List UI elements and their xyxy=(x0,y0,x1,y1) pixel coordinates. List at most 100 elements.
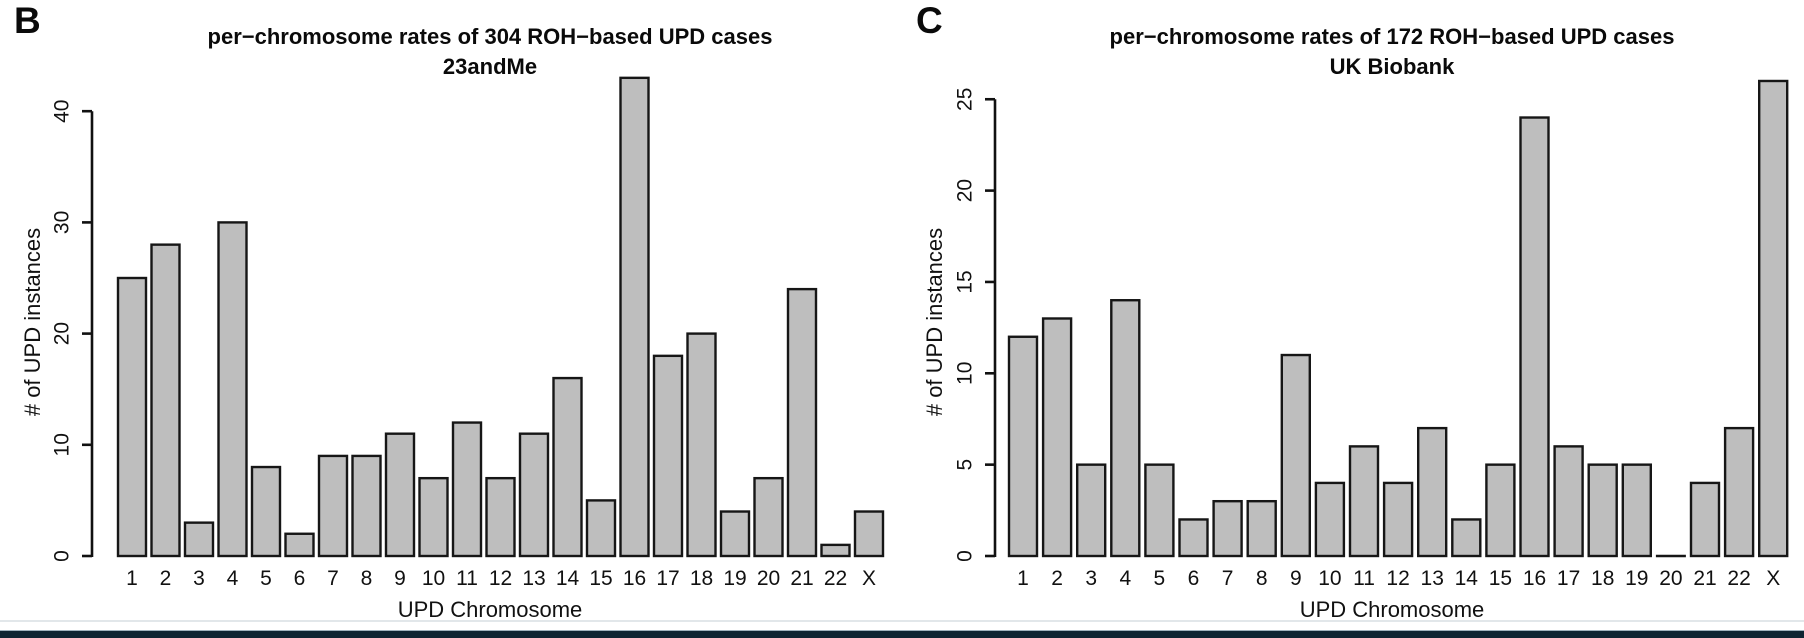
bar-chr15 xyxy=(585,499,617,558)
chart-c-x-axis-title: UPD Chromosome xyxy=(1299,597,1485,622)
x-tick-label-15: 15 xyxy=(1489,567,1512,590)
bar-chr22 xyxy=(1723,426,1755,558)
x-tick-label-22: 22 xyxy=(824,567,847,590)
bar-chr2 xyxy=(1041,317,1073,558)
bar-chr20 xyxy=(753,476,784,558)
chart-b-x-axis-title: UPD Chromosome xyxy=(397,597,583,622)
x-tick-label-X: X xyxy=(1766,567,1780,590)
bar-chr16 xyxy=(1519,116,1550,558)
x-tick-label-20: 20 xyxy=(757,567,780,590)
bar-chr12 xyxy=(485,476,516,558)
bar-chr16 xyxy=(619,76,650,558)
y-tick-label-25: 25 xyxy=(954,88,977,111)
x-tick-label-17: 17 xyxy=(1557,567,1580,590)
bar-chr5 xyxy=(1144,463,1175,558)
bar-chrX xyxy=(853,510,885,558)
x-tick-label-12: 12 xyxy=(489,567,512,590)
x-tick-label-10: 10 xyxy=(422,567,445,590)
bar-chr17 xyxy=(1553,445,1584,558)
chart-c-y-axis-title: # of UPD instances xyxy=(922,227,947,417)
bar-chr17 xyxy=(652,354,684,558)
bar-chr10 xyxy=(1314,481,1346,558)
y-tick-label-5: 5 xyxy=(954,459,977,471)
panel-label-b: B xyxy=(14,0,41,41)
bar-chr7 xyxy=(317,454,349,558)
x-tick-label-9: 9 xyxy=(394,567,406,590)
panel-c: C per−chromosome rates of 172 ROH−based … xyxy=(902,0,1804,638)
bar-chr8 xyxy=(351,454,382,558)
x-tick-label-12: 12 xyxy=(1386,567,1409,590)
y-tick-label-40: 40 xyxy=(51,100,74,123)
y-tick-label-10: 10 xyxy=(51,433,74,456)
x-tick-label-16: 16 xyxy=(623,567,646,590)
bar-chr3 xyxy=(183,521,215,558)
bar-chr5 xyxy=(250,465,282,558)
bar-chr1 xyxy=(1007,335,1039,558)
y-tick-label-0: 0 xyxy=(954,550,977,562)
bar-chr21 xyxy=(786,287,818,558)
x-tick-label-4: 4 xyxy=(227,567,239,590)
bar-chr14 xyxy=(552,376,583,558)
x-tick-label-9: 9 xyxy=(1290,567,1302,590)
x-tick-label-2: 2 xyxy=(160,567,172,590)
x-tick-label-5: 5 xyxy=(1154,567,1166,590)
x-tick-label-13: 13 xyxy=(522,567,545,590)
x-tick-label-7: 7 xyxy=(1222,567,1234,590)
bar-chr1 xyxy=(116,276,148,558)
chart-c-title-line2: UK Biobank xyxy=(1329,54,1455,79)
bar-chr14 xyxy=(1451,518,1482,558)
bar-chr13 xyxy=(518,432,550,558)
chart-b-y-axis-title: # of UPD instances xyxy=(20,227,45,417)
x-tick-label-14: 14 xyxy=(556,567,580,590)
x-tick-label-4: 4 xyxy=(1119,567,1131,590)
x-tick-label-18: 18 xyxy=(690,567,713,590)
x-tick-label-3: 3 xyxy=(1085,567,1097,590)
bar-chr3 xyxy=(1075,463,1107,558)
chart-b-title-line2: 23andMe xyxy=(442,54,538,79)
bar-chr13 xyxy=(1417,426,1448,558)
bar-chr6 xyxy=(284,532,315,558)
x-tick-label-X: X xyxy=(862,567,876,590)
x-tick-label-19: 19 xyxy=(723,567,746,590)
panel-label-c: C xyxy=(916,0,943,41)
x-tick-label-8: 8 xyxy=(1256,567,1268,590)
bar-chr12 xyxy=(1382,481,1414,558)
y-tick-label-30: 30 xyxy=(51,211,74,234)
x-tick-label-13: 13 xyxy=(1421,567,1444,590)
x-tick-label-3: 3 xyxy=(193,567,205,590)
y-tick-label-20: 20 xyxy=(51,322,74,345)
bottom-hairline xyxy=(0,620,1804,622)
bar-chr10 xyxy=(418,476,449,558)
x-tick-label-11: 11 xyxy=(1353,567,1375,590)
x-tick-label-10: 10 xyxy=(1318,567,1341,590)
y-tick-label-15: 15 xyxy=(954,270,977,293)
x-tick-label-16: 16 xyxy=(1523,567,1546,590)
bar-chr11 xyxy=(451,421,483,558)
x-tick-label-15: 15 xyxy=(589,567,612,590)
panel-b: B per−chromosome rates of 304 ROH−based … xyxy=(14,0,885,622)
bar-chr8 xyxy=(1246,499,1277,558)
x-tick-label-20: 20 xyxy=(1659,567,1682,590)
x-tick-label-21: 21 xyxy=(790,567,813,590)
bar-chr7 xyxy=(1212,499,1243,558)
x-tick-label-21: 21 xyxy=(1693,567,1716,590)
x-tick-label-7: 7 xyxy=(327,567,339,590)
x-tick-label-17: 17 xyxy=(656,567,679,590)
y-tick-label-20: 20 xyxy=(954,179,977,202)
bar-chr21 xyxy=(1689,481,1721,558)
bar-chr22 xyxy=(820,543,851,558)
x-tick-label-6: 6 xyxy=(1188,567,1200,590)
x-tick-label-11: 11 xyxy=(456,567,478,590)
x-tick-label-1: 1 xyxy=(1017,567,1029,590)
bar-chr4 xyxy=(217,221,248,558)
y-tick-label-0: 0 xyxy=(51,550,74,562)
x-tick-label-5: 5 xyxy=(260,567,272,590)
bar-chr18 xyxy=(686,332,717,558)
x-tick-label-8: 8 xyxy=(361,567,373,590)
bar-chr19 xyxy=(719,510,751,558)
x-tick-label-6: 6 xyxy=(294,567,306,590)
bar-chr19 xyxy=(1621,463,1652,558)
